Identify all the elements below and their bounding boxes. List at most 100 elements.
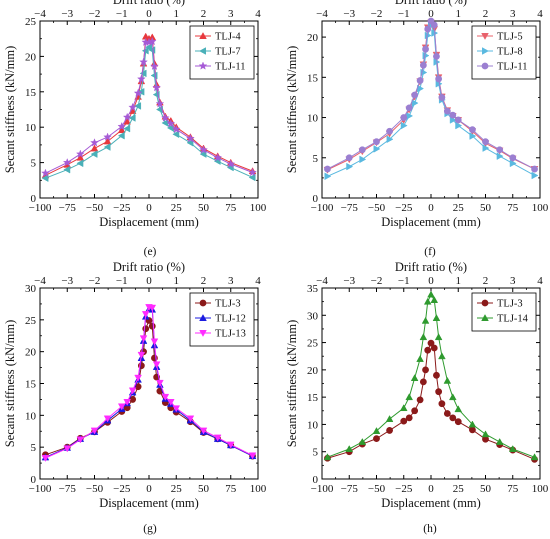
x2-tick-label: −4	[34, 275, 46, 287]
x-tick-label: 0	[428, 202, 434, 214]
data-point	[359, 155, 367, 164]
data-point	[424, 25, 432, 33]
x-tick-label: −100	[29, 483, 52, 495]
data-point	[424, 346, 432, 354]
x2-tick-label: 2	[201, 8, 207, 20]
data-point	[411, 99, 419, 107]
data-point	[438, 400, 446, 408]
data-point	[385, 415, 394, 422]
data-point	[509, 154, 517, 162]
legend: TLJ-4 TLJ-7 TLJ-11	[189, 25, 255, 80]
data-point	[438, 94, 446, 101]
data-point	[147, 36, 157, 46]
legend-marker	[481, 33, 489, 40]
data-point	[434, 333, 443, 341]
y-tick-label: 20	[25, 347, 37, 359]
data-point	[455, 121, 463, 130]
y-tick-label: 0	[313, 474, 319, 486]
data-point	[410, 374, 419, 382]
data-point	[103, 137, 112, 145]
data-point	[400, 114, 408, 121]
x2-tick-label: −4	[316, 275, 328, 287]
legend-marker	[481, 299, 489, 307]
y-axis-title: Secant stiffness (kN/mm)	[285, 46, 299, 174]
data-point	[128, 387, 137, 395]
data-point	[76, 159, 84, 168]
x2-tick-label: −4	[316, 8, 328, 20]
data-point	[324, 165, 331, 173]
legend-marker	[199, 330, 207, 337]
legend-entry: TLJ-4	[215, 32, 241, 43]
y-tick-label: 10	[25, 122, 37, 134]
legend-marker	[199, 47, 206, 55]
data-point	[482, 144, 490, 152]
legend-entry: TLJ-12	[215, 314, 246, 325]
data-point	[416, 355, 424, 362]
x-axis-title: Displacement (mm)	[381, 215, 481, 229]
data-point	[137, 74, 146, 83]
data-point	[406, 112, 414, 120]
legend-marker	[481, 62, 489, 70]
y-tick-label: 5	[313, 447, 319, 459]
legend-marker	[481, 314, 489, 321]
y-tick-label: 20	[307, 32, 319, 44]
y-tick-label: 0	[313, 193, 319, 205]
data-point	[531, 165, 538, 173]
x2-tick-label: 1	[174, 275, 180, 287]
x2-tick-label: −1	[398, 275, 410, 287]
legend: TLJ-3 TLJ-12 TLJ-13	[189, 292, 255, 347]
x-tick-label: 50	[480, 202, 492, 214]
x-tick-label: −75	[59, 483, 77, 495]
y-tick-label: 5	[31, 442, 37, 454]
y-axis-title: Secant stiffness (kN/mm)	[3, 320, 17, 448]
data-point	[386, 127, 393, 135]
x2-tick-label: 2	[201, 275, 207, 287]
data-point	[423, 297, 432, 305]
data-point	[134, 374, 142, 382]
data-point	[166, 119, 176, 128]
data-point	[373, 435, 380, 443]
data-point	[186, 415, 195, 423]
y-tick-label: 5	[313, 153, 319, 165]
data-point	[469, 426, 476, 434]
y-tick-label: 35	[307, 283, 319, 295]
data-point	[373, 138, 380, 146]
x2-tick-label: 0	[428, 275, 434, 287]
y-tick-label: 25	[307, 338, 319, 350]
data-point	[386, 135, 394, 144]
y-tick-label: 0	[31, 474, 37, 486]
x-tick-label: −25	[395, 483, 413, 495]
x2-tick-label: 1	[456, 8, 462, 20]
data-point	[422, 366, 429, 374]
data-point	[117, 403, 126, 411]
data-point	[166, 398, 175, 406]
x-tick-label: −50	[86, 202, 104, 214]
x-tick-label: 50	[480, 483, 492, 495]
x-tick-label: −75	[341, 483, 359, 495]
x2-tick-label: −2	[89, 275, 101, 287]
legend: TLJ-5 TLJ-8 TLJ-11	[471, 25, 537, 80]
data-point	[454, 116, 462, 124]
data-point	[508, 445, 517, 452]
data-point	[103, 132, 112, 141]
data-point	[400, 417, 408, 425]
x2-axis-title: Drift ratio (%)	[395, 0, 467, 7]
data-point	[531, 171, 539, 180]
x2-tick-label: 3	[228, 275, 234, 287]
data-point	[62, 158, 72, 167]
data-point	[172, 405, 181, 413]
data-point	[345, 445, 354, 452]
x2-tick-label: 4	[537, 8, 543, 20]
data-point	[468, 420, 477, 428]
x2-axis-title: Drift ratio (%)	[113, 260, 185, 274]
x2-tick-label: −2	[89, 8, 101, 20]
data-point	[137, 351, 146, 359]
legend-entry: TLJ-3	[497, 299, 523, 310]
x-tick-label: −75	[59, 202, 77, 214]
data-point	[454, 418, 462, 426]
legend-entry: TLJ-3	[215, 299, 241, 310]
data-point	[495, 437, 504, 445]
x-tick-label: 75	[225, 202, 237, 214]
x-tick-label: 100	[250, 483, 267, 495]
